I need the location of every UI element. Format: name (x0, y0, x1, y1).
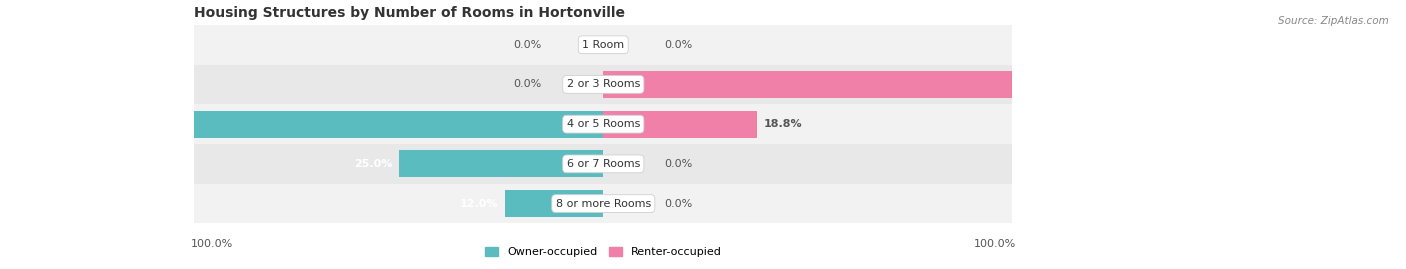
Text: 2 or 3 Rooms: 2 or 3 Rooms (567, 79, 640, 90)
Text: 0.0%: 0.0% (665, 199, 693, 208)
Text: 100.0%: 100.0% (190, 239, 232, 249)
Text: 0.0%: 0.0% (513, 40, 541, 50)
Text: 25.0%: 25.0% (354, 159, 392, 169)
Text: 4 or 5 Rooms: 4 or 5 Rooms (567, 119, 640, 129)
Text: 18.8%: 18.8% (763, 119, 803, 129)
Text: 1 Room: 1 Room (582, 40, 624, 50)
Bar (603, 71, 1268, 98)
Text: 100.0%: 100.0% (974, 239, 1017, 249)
Bar (194, 25, 1012, 65)
Bar (89, 111, 603, 138)
Text: 12.0%: 12.0% (460, 199, 499, 208)
Text: 63.0%: 63.0% (44, 119, 82, 129)
Bar (603, 111, 756, 138)
Text: 0.0%: 0.0% (513, 79, 541, 90)
Bar (194, 65, 1012, 104)
Text: 8 or more Rooms: 8 or more Rooms (555, 199, 651, 208)
Bar (194, 144, 1012, 184)
Text: 0.0%: 0.0% (665, 159, 693, 169)
Bar (194, 184, 1012, 224)
Text: 6 or 7 Rooms: 6 or 7 Rooms (567, 159, 640, 169)
Bar (194, 104, 1012, 144)
Text: Source: ZipAtlas.com: Source: ZipAtlas.com (1278, 16, 1389, 26)
Text: 0.0%: 0.0% (665, 40, 693, 50)
Text: 81.3%: 81.3% (1275, 79, 1313, 90)
Bar (399, 150, 603, 177)
Text: Housing Structures by Number of Rooms in Hortonville: Housing Structures by Number of Rooms in… (194, 6, 626, 20)
Bar (505, 190, 603, 217)
Legend: Owner-occupied, Renter-occupied: Owner-occupied, Renter-occupied (481, 242, 725, 261)
